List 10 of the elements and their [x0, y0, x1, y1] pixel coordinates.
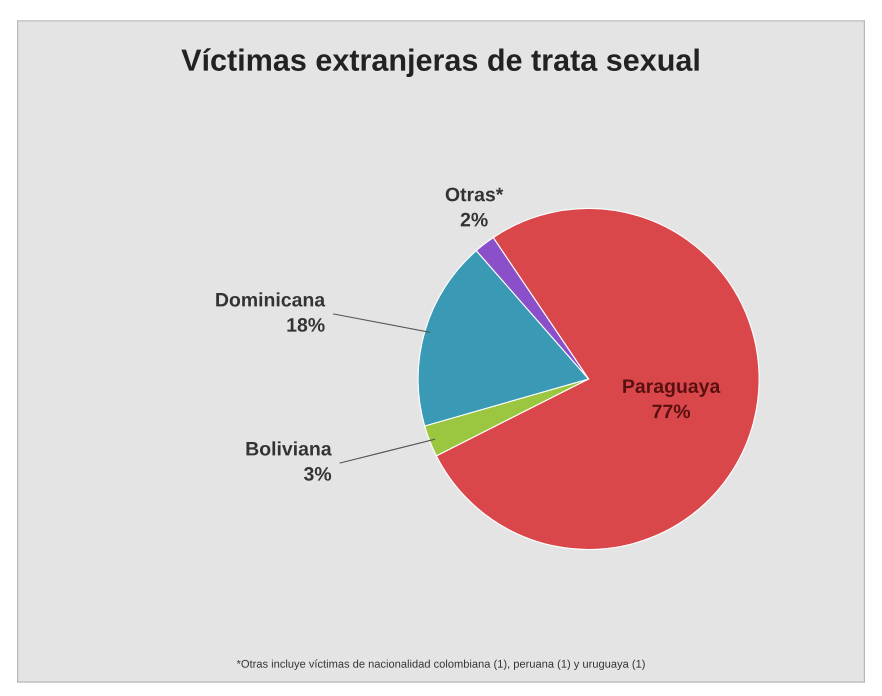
slice-label: Boliviana	[246, 441, 332, 456]
slice-label: Otras*	[446, 188, 504, 202]
data-label: 77%	[652, 404, 690, 418]
slice-label: Dominicana	[216, 292, 326, 307]
text: *Otras incluye víctimas de nacionalidad colombiana (1), peruana (1) y uruguaya (1)	[236, 659, 645, 670]
data-label: 3%	[304, 467, 332, 481]
data-label: 18%	[287, 318, 325, 332]
slice-label: Paraguaya	[623, 379, 720, 397]
data-label: 2%	[460, 212, 488, 226]
chart-title: Víctimas extranjeras de trata sexual	[181, 48, 699, 78]
